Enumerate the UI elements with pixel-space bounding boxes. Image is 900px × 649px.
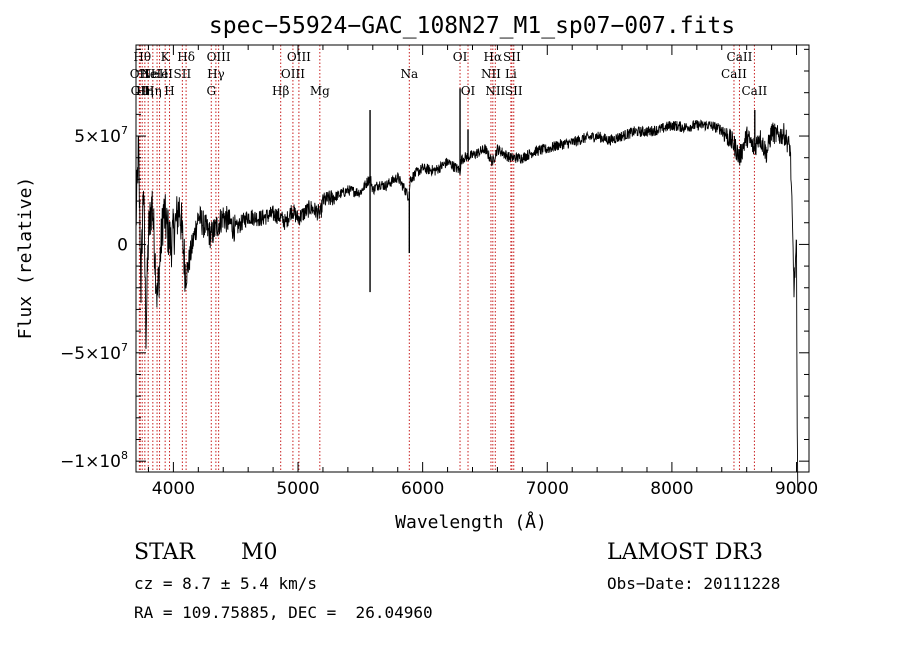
x-tick-label-1: 5000 <box>276 479 319 499</box>
line-label-25: Li <box>505 67 517 81</box>
line-label-12: G <box>206 84 216 98</box>
y-tick-label-2: −5×107 <box>60 341 128 364</box>
line-label-10: SII <box>174 67 192 81</box>
line-label-26: SII <box>503 50 521 64</box>
y-axis-label: Flux (relative) <box>15 177 36 340</box>
y-axis: 5×107 0 −5×107 −1×108 <box>60 48 809 472</box>
x-axis-label: Wavelength (Å) <box>395 511 547 533</box>
coordinates: RA = 109.75885, DEC = 26.04960 <box>134 603 433 622</box>
spectrum-series <box>135 88 799 493</box>
line-label-2: Hθ <box>133 50 151 64</box>
line-label-21: OI <box>461 84 476 98</box>
x-axis: 4000 5000 6000 7000 8000 9000 <box>147 45 818 499</box>
line-label-14: OIII <box>207 50 231 64</box>
object-class: STAR <box>134 540 195 565</box>
line-label-19: Na <box>400 67 418 81</box>
x-tick-label-4: 8000 <box>650 479 693 499</box>
x-tick-label-5: 9000 <box>775 479 818 499</box>
spectral-line-markers <box>138 45 755 472</box>
line-label-28: CaII <box>721 67 747 81</box>
redshift-value: cz = 8.7 ± 5.4 km/s <box>134 574 318 593</box>
line-label-16: OIII <box>281 67 305 81</box>
line-label-0: OII <box>130 67 150 81</box>
line-label-7: He <box>151 67 169 81</box>
x-tick-label-0: 4000 <box>152 479 195 499</box>
x-tick-label-2: 6000 <box>401 479 444 499</box>
line-label-6: NeIII <box>141 67 173 81</box>
survey-name: LAMOST DR3 <box>607 540 763 565</box>
line-label-17: OIII <box>287 50 311 64</box>
line-label-13: Hγ <box>207 67 225 81</box>
x-tick-label-3: 7000 <box>526 479 569 499</box>
line-label-23: Hα <box>484 50 503 64</box>
y-tick-label-3: −1×108 <box>60 449 128 472</box>
line-label-24: NII <box>485 84 505 98</box>
line-label-20: OI <box>453 50 468 64</box>
line-label-18: Mg <box>310 84 330 98</box>
line-label-11: Hδ <box>177 50 195 64</box>
line-label-3: Hη <box>136 84 154 98</box>
line-label-27: SII <box>505 84 523 98</box>
plot-frame <box>135 44 810 473</box>
line-label-29: CaII <box>727 50 753 64</box>
spectrum-chart: spec−55924−GAC_108N27_M1_sp07−007.fits O… <box>15 13 818 533</box>
y-tick-label-0: 5×107 <box>74 124 128 147</box>
spectrum-line <box>135 119 799 493</box>
line-label-9: H <box>164 84 174 98</box>
observation-date: Obs−Date: 20111228 <box>607 574 781 593</box>
line-label-30: CaII <box>741 84 767 98</box>
line-label-1: OII <box>131 84 151 98</box>
line-label-22: NII <box>481 67 501 81</box>
line-label-4: He <box>139 67 157 81</box>
line-label-8: K <box>161 50 171 64</box>
chart-title: spec−55924−GAC_108N27_M1_sp07−007.fits <box>209 13 735 39</box>
y-tick-label-1: 0 <box>117 235 128 255</box>
spectral-line-labels: OIIOIIHθHηHeHηNeIIIHeKHSIIHδGHγOIIIHβOII… <box>130 50 768 98</box>
line-label-5: Hη <box>144 84 162 98</box>
line-label-15: Hβ <box>272 84 289 98</box>
object-subclass: M0 <box>241 540 278 565</box>
